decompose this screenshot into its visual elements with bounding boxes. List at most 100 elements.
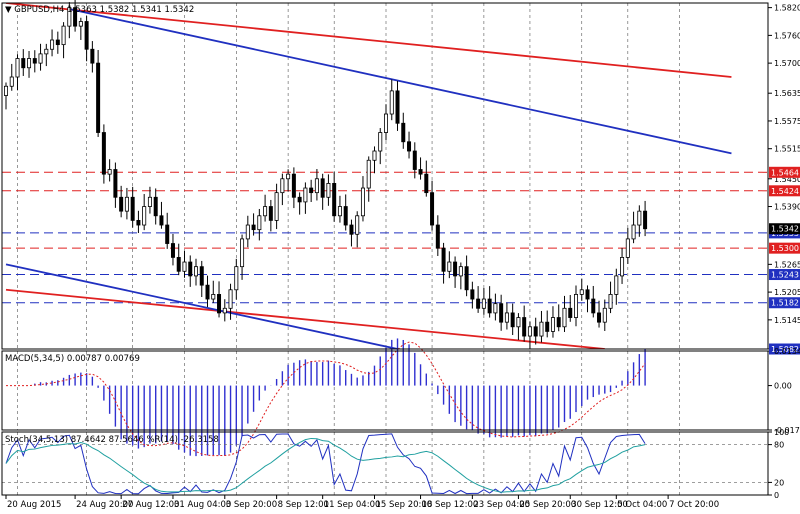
candle-body [222,307,227,314]
level-badge [769,166,800,178]
stoch-y-label: 80 [774,441,784,450]
candle-body [84,21,89,50]
candle-body [303,187,308,203]
candle-body [574,294,579,318]
candle-body [119,196,124,212]
candle-body [643,210,648,230]
candle-body [343,206,348,226]
candle-body [332,183,337,217]
candle-body [297,196,302,203]
candle-body [378,132,383,152]
macd-y-label: 0.00 [774,382,792,391]
level-label: 1.5424 [771,187,799,196]
price-title: ▼ GBPUSD,H4 1.5363 1.5382 1.5341 1.5342 [5,5,194,15]
level-label: 1.5300 [771,244,799,253]
candle-body [389,90,394,115]
candle-body [407,141,412,152]
level-badge [769,242,800,254]
candle-body [21,58,26,69]
candle-body [458,266,463,277]
candle-body [556,317,561,328]
candle-body [291,173,296,198]
candle-body [499,303,504,323]
level-label: 1.5243 [771,271,799,280]
level-label: 1.5182 [771,299,799,308]
candle-body [464,266,469,291]
y-tick-label: 1.5145 [774,316,800,325]
x-tick-label: 8 Sep 12:00 [278,500,329,510]
x-tick-label: 23 Sep 04:00 [473,500,530,510]
candle-body [32,58,37,64]
candle-body [136,220,141,226]
stoch-d-line [5,437,646,493]
candle-body [234,266,239,291]
candle-body [96,62,101,133]
pane-frame-price [1,2,769,350]
stoch-y-label: 0 [774,491,779,500]
x-tick-label: 31 Aug 04:00 [174,500,231,510]
x-tick-label: 15 Sep 20:00 [375,500,432,510]
trend-line [69,8,732,155]
y-tick-label: 1.5205 [774,288,800,297]
candle-body [366,159,371,189]
x-tick-label: 25 Sep 20:00 [519,500,576,510]
candle-body [67,7,72,27]
x-tick-label: 5 Oct 04:00 [617,500,667,510]
candle-body [193,266,198,277]
candle-body [383,113,388,133]
macd-signal [6,341,646,457]
candle-body [360,187,365,217]
candle-body [412,150,417,170]
candle-body [176,257,181,272]
price-badge [769,223,800,235]
x-tick-label: 11 Sep 04:00 [324,500,381,510]
candle-body [585,289,590,300]
candle-body [188,261,193,277]
candle-body [349,224,354,235]
candle-body [487,298,492,314]
y-tick-label: 1.5635 [774,89,800,98]
candle-body [113,169,118,198]
candle-body [251,224,256,231]
candle-body [608,294,613,309]
price-label: 1.5342 [771,225,799,234]
candle-body [424,173,429,194]
candle-body [73,7,78,27]
candle-body [562,307,567,328]
candle-body [430,192,435,226]
candle-body [504,312,509,323]
candle-body [401,122,406,143]
candle-body [211,294,216,300]
candle-body [124,196,129,212]
candle-body [602,307,607,323]
level-badge [769,269,800,281]
candle-body [217,294,222,314]
candle-body [372,150,377,161]
candle-body [90,48,95,64]
candle-body [147,196,152,207]
candle-body [55,39,60,46]
candle-body [38,53,43,64]
y-tick-label: 1.5700 [774,59,800,68]
candle-body [631,224,636,240]
candle-body [240,238,245,268]
level-label: 1.5464 [771,168,799,177]
candle-body [205,284,210,300]
candle-body [539,321,544,337]
candle-body [447,261,452,272]
candle-body [78,21,83,27]
candle-body [493,303,498,314]
candle-body [314,178,319,194]
candle-body [527,326,532,337]
candle-body [153,196,158,217]
candle-body [268,206,273,221]
candle-body [309,187,314,194]
candle-body [170,243,175,258]
candle-body [522,317,527,337]
candle-body [625,238,630,258]
candle-body [435,224,440,249]
level-badge [769,343,800,355]
x-tick-label: 27 Aug 12:00 [122,500,179,510]
candle-body [355,215,360,235]
candle-body [533,326,538,337]
